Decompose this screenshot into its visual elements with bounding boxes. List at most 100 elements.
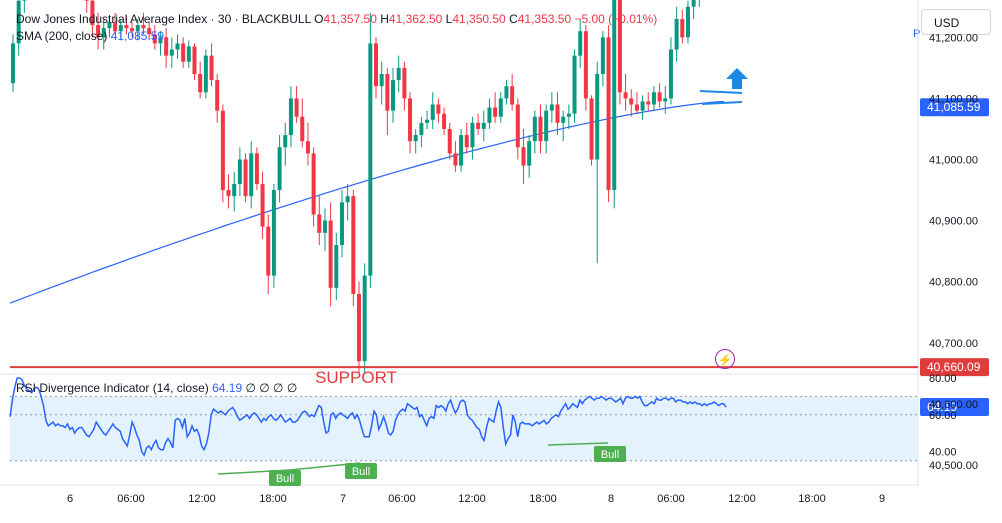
candle-body	[84, 0, 89, 1]
candle-body	[158, 37, 163, 44]
candle-body	[271, 190, 276, 276]
candle-body	[646, 101, 651, 105]
candle-body	[164, 37, 169, 56]
candle-body	[22, 0, 27, 1]
candle-body	[317, 214, 322, 233]
time-tick-label: 18:00	[798, 493, 826, 505]
candle-body	[385, 73, 390, 111]
candle-body	[498, 98, 503, 117]
candle-body	[464, 135, 469, 148]
rsi-value: 64.19	[212, 381, 243, 395]
candle-body	[198, 73, 203, 93]
candle-body	[192, 46, 197, 74]
time-tick-label: 9	[879, 493, 885, 505]
candle-body	[600, 37, 605, 74]
candle-body	[691, 0, 696, 7]
price-tick-label: 40,800.00	[929, 277, 978, 289]
candle-body	[510, 86, 515, 105]
candle-body	[476, 122, 481, 129]
time-tick-label: 12:00	[188, 493, 216, 505]
high-label: H	[380, 12, 389, 26]
candle-body	[175, 43, 180, 50]
low-value: 41,350.50	[452, 12, 506, 26]
candle-body	[657, 92, 662, 102]
candle-body	[544, 110, 549, 142]
currency-selector[interactable]: USD	[921, 9, 991, 35]
candle-body	[345, 196, 350, 203]
axes: 41,500.0041,400.0041,300.0041,200.0041,1…	[67, 32, 978, 505]
rsi-legend[interactable]: RSI Divergence Indicator (14, close) 64.…	[16, 381, 297, 395]
support-price-badge	[920, 358, 989, 377]
bull-tag	[345, 463, 377, 479]
bull-tag	[269, 470, 301, 486]
candle-body	[169, 49, 174, 56]
candle-body	[504, 86, 509, 99]
bull-divergence-line	[547, 442, 609, 446]
candle-body	[362, 275, 367, 362]
candle-body	[203, 55, 208, 93]
candle-body	[209, 55, 214, 81]
candle-body	[459, 135, 464, 166]
rsi-label: RSI Divergence Indicator (14, close)	[16, 381, 209, 395]
high-value: 41,362.50	[388, 12, 443, 26]
candle-body	[351, 196, 356, 294]
candle-body	[442, 113, 447, 129]
candle-body	[651, 92, 656, 105]
sma-label: SMA (200, close)	[16, 29, 108, 43]
candle-body	[243, 159, 248, 197]
bull-tag-label: Bull	[352, 466, 370, 478]
candle-body	[300, 116, 305, 142]
candle-body	[623, 92, 628, 99]
price-tick-label: 40,500.00	[929, 460, 978, 472]
close-value: 41,353.50	[517, 12, 572, 26]
time-tick-label: 18:00	[529, 493, 557, 505]
support-label: SUPPORT	[315, 368, 397, 387]
candle-body	[493, 107, 498, 117]
candle-body	[237, 159, 242, 184]
sma-value: 41,085.59	[110, 29, 165, 43]
candle-body	[629, 98, 634, 105]
time-tick-label: 6	[67, 493, 73, 505]
candle-body	[339, 202, 344, 246]
price-scale-mode-chip[interactable]: P	[913, 28, 921, 40]
sma-path	[9, 100, 725, 304]
candle-body	[606, 37, 611, 191]
candles	[11, 0, 700, 374]
rsi-path	[9, 377, 727, 457]
candle-body	[391, 80, 396, 111]
candle-body	[226, 190, 231, 197]
candle-body	[538, 116, 543, 142]
candle-body	[617, 0, 622, 93]
low-label: L	[445, 12, 453, 26]
lightning-icon[interactable]: ⚡	[715, 349, 735, 369]
candle-body	[260, 183, 265, 227]
chart-overlays: US3041,353.5027:0941,085.5940,660.09SUPP…	[10, 68, 989, 486]
candle-body	[408, 98, 413, 142]
channel-top-line	[699, 90, 743, 94]
sma-legend[interactable]: SMA (200, close) 41,085.59	[16, 29, 164, 43]
change-value: −5.00 (−0.01%)	[574, 12, 658, 26]
candle-body	[130, 28, 135, 32]
time-tick-label: 06:00	[117, 493, 145, 505]
candle-body	[419, 122, 424, 136]
candle-body	[527, 141, 532, 166]
candle-body	[11, 43, 15, 84]
candle-body	[254, 153, 259, 184]
candle-body	[413, 135, 418, 142]
candle-body	[90, 0, 95, 26]
price-tick-label: 40,900.00	[929, 216, 978, 228]
candle-body	[549, 104, 554, 111]
candle-body	[663, 98, 668, 102]
candle-body	[396, 67, 401, 81]
bull-tag	[594, 446, 626, 462]
candle-body	[124, 25, 129, 29]
sma-price-label: 41,085.59	[927, 100, 981, 114]
time-tick-label: 8	[608, 493, 614, 505]
candle-body	[555, 104, 560, 123]
candle-body	[685, 6, 690, 38]
candle-body	[447, 128, 452, 154]
time-tick-label: 12:00	[728, 493, 756, 505]
sma-price-badge	[920, 98, 989, 117]
time-tick-label: 06:00	[657, 493, 685, 505]
